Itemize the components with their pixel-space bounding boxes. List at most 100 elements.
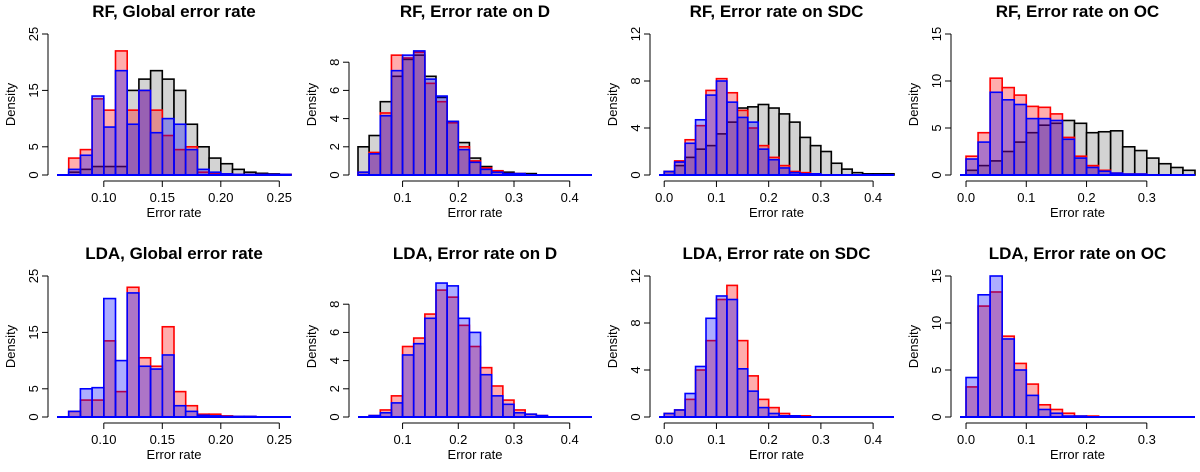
y-tick-label: 0: [628, 171, 643, 178]
histogram-bar: [977, 293, 991, 418]
histogram-bar: [126, 292, 140, 418]
x-tick-label: 0.0: [655, 190, 673, 205]
y-tick-label: 6: [327, 87, 342, 94]
y-tick-label: 5: [26, 385, 41, 392]
x-tick-label: 0.3: [812, 432, 830, 447]
panel-title: RF, Global error rate: [92, 2, 255, 21]
y-tick-label: 8: [628, 319, 643, 326]
x-tick-label: 0.0: [655, 432, 673, 447]
y-tick-label: 4: [628, 366, 643, 373]
histogram-bar: [435, 282, 448, 418]
y-tick-label: 0: [929, 171, 944, 178]
x-tick-label: 0.2: [760, 190, 778, 205]
histogram-bar: [368, 153, 382, 176]
x-tick-label: 0.1: [707, 190, 725, 205]
histogram-bar: [446, 285, 460, 418]
histogram-bar: [161, 117, 175, 176]
y-axis-label: Density: [906, 82, 921, 126]
x-axis-label: Error rate: [749, 447, 804, 462]
x-tick-label: 0.4: [864, 190, 882, 205]
y-axis-label: Density: [304, 324, 319, 368]
x-tick-label: 0.0: [957, 432, 975, 447]
histogram-bar: [490, 395, 504, 418]
histogram-bar: [715, 295, 728, 418]
x-tick-label: 0.15: [150, 432, 175, 447]
histogram-bar: [114, 69, 128, 176]
histogram-bar: [457, 148, 471, 176]
histogram-bar: [673, 161, 686, 176]
x-tick-label: 0.4: [561, 190, 579, 205]
x-tick-label: 0.25: [267, 432, 292, 447]
x-tick-label: 0.3: [1138, 190, 1156, 205]
histogram-bar: [401, 354, 415, 418]
panel-title: LDA, Error rate on OC: [989, 244, 1167, 263]
histogram-bar: [746, 390, 760, 418]
histogram-bar: [1037, 117, 1052, 176]
histogram-bar: [401, 54, 415, 176]
histogram-bar: [694, 118, 707, 176]
histogram-bar: [989, 91, 1003, 176]
series-blue: [67, 292, 257, 418]
x-tick-label: 0.20: [208, 190, 233, 205]
histogram-bar: [757, 148, 770, 176]
x-tick-label: 0.3: [1138, 432, 1156, 447]
histogram-bar: [412, 342, 426, 418]
panel-7: LDA, Error rate on SDC 0.0 0.1 0.2 0.3 0.4 Err…: [605, 244, 894, 462]
histogram-bar: [1085, 166, 1100, 176]
x-tick-label: 0.20: [208, 432, 233, 447]
histogram-bar: [149, 131, 164, 176]
series-black: [663, 103, 895, 176]
x-tick-label: 0.3: [812, 190, 830, 205]
x-tick-label: 0.4: [864, 432, 882, 447]
histogram-bar: [1097, 130, 1112, 176]
histogram-bar: [79, 154, 93, 176]
histogram-bar: [1049, 119, 1064, 176]
histogram-bar: [1061, 138, 1076, 176]
x-tick-label: 0.2: [760, 432, 778, 447]
y-tick-label: 4: [628, 124, 643, 131]
histogram-bar: [138, 89, 152, 176]
panel-title: RF, Error rate on OC: [996, 2, 1159, 21]
histogram-bar: [390, 69, 404, 176]
y-axis-label: Density: [906, 324, 921, 368]
x-tick-label: 0.1: [394, 432, 412, 447]
histogram-bar: [705, 94, 718, 176]
y-tick-label: 15: [929, 269, 944, 283]
y-tick-label: 2: [327, 143, 342, 150]
histogram-bar: [1025, 394, 1040, 418]
x-tick-label: 0.3: [505, 190, 523, 205]
y-tick-label: 10: [929, 74, 944, 88]
panel-title: LDA, Global error rate: [85, 244, 263, 263]
y-axis-label: Density: [3, 324, 18, 368]
histogram-bar: [977, 141, 991, 176]
panel-title: RF, Error rate on SDC: [690, 2, 864, 21]
histogram-bar: [736, 116, 749, 176]
y-tick-label: 25: [26, 27, 41, 41]
histogram-bar: [91, 386, 105, 418]
histogram-bar: [1013, 103, 1028, 176]
panel-2: RF, Error rate on D 0.1 0.2 0.3 0.4 Error rat…: [304, 2, 592, 220]
histogram-bar: [161, 354, 175, 418]
y-axis-label: Density: [304, 82, 319, 126]
histogram-bar: [184, 148, 199, 176]
histogram-bar: [809, 144, 822, 176]
x-tick-label: 0.1: [1017, 190, 1035, 205]
histogram-bar: [468, 331, 482, 418]
x-tick-label: 0.1: [707, 432, 725, 447]
histogram-bar: [788, 121, 801, 176]
x-axis-label: Error rate: [147, 205, 202, 220]
histogram-bar: [767, 158, 780, 176]
x-tick-label: 0.1: [394, 190, 412, 205]
histogram-bar: [457, 317, 471, 418]
histogram-bar: [715, 80, 728, 176]
x-tick-label: 0.2: [449, 432, 467, 447]
histogram-bar: [746, 121, 760, 176]
panel-1: RF, Global error rate 0.10 0.15 0.20 0.25 Err…: [3, 2, 292, 220]
y-tick-label: 0: [929, 413, 944, 420]
y-tick-label: 15: [929, 27, 944, 41]
histogram-bar: [468, 161, 482, 176]
histogram-bar: [114, 359, 128, 418]
histogram-bar: [379, 114, 393, 176]
y-tick-label: 10: [929, 316, 944, 330]
series-blue: [965, 275, 1088, 418]
